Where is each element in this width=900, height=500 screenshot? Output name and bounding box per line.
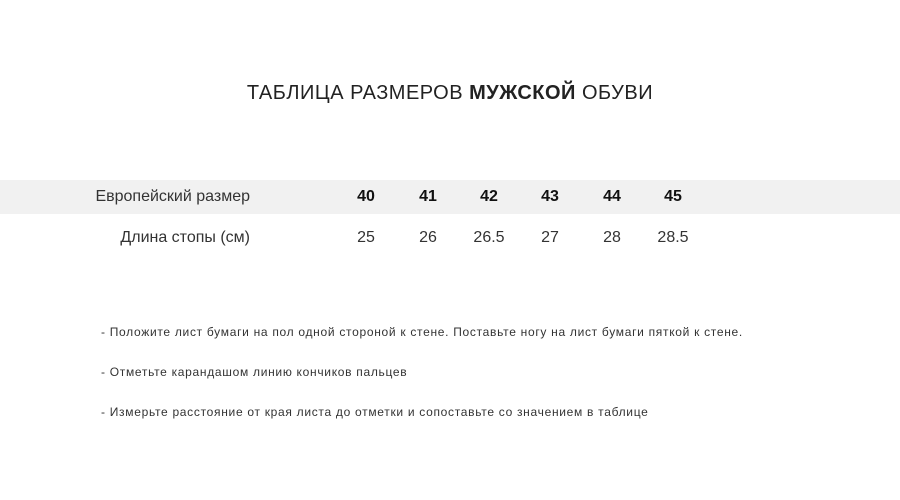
row-label: Длина стопы (см) [120,229,250,246]
title-bold-text: МУЖСКОЙ [469,82,576,104]
table-row-eu-size: Европейский размер 40 41 42 43 44 45 [0,180,900,214]
title-text-end: ОБУВИ [575,82,654,104]
table-cell: 43 [541,188,559,205]
instruction-item: - Отметьте карандашом линию кончиков пал… [101,365,408,379]
table-cell: 28 [603,229,621,246]
table-cell: 41 [419,188,437,205]
title-text: ТАБЛИЦА РАЗМЕРОВ [246,82,470,104]
page-title: ТАБЛИЦА РАЗМЕРОВ МУЖСКОЙ ОБУВИ [0,82,900,105]
table-cell: 26 [419,229,437,246]
table-cell: 42 [480,188,498,205]
row-label: Европейский размер [95,188,250,205]
table-cell: 45 [664,188,682,205]
table-cell: 44 [603,188,621,205]
table-cell: 28.5 [657,229,689,246]
table-cell: 40 [357,188,375,205]
table-cell: 27 [541,229,559,246]
table-row-foot-length: Длина стопы (см) 25 26 26.5 27 28 28.5 [0,221,900,255]
table-cell: 25 [357,229,375,246]
table-cell: 26.5 [473,229,505,246]
instruction-item: - Положите лист бумаги на пол одной стор… [101,325,743,339]
instruction-item: - Измерьте расстояние от края листа до о… [101,405,649,419]
